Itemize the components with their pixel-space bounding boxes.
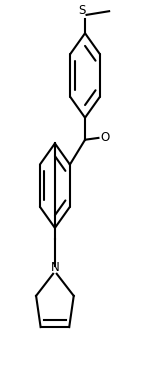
- Text: N: N: [50, 261, 59, 274]
- Text: O: O: [101, 131, 110, 144]
- Text: S: S: [78, 4, 86, 17]
